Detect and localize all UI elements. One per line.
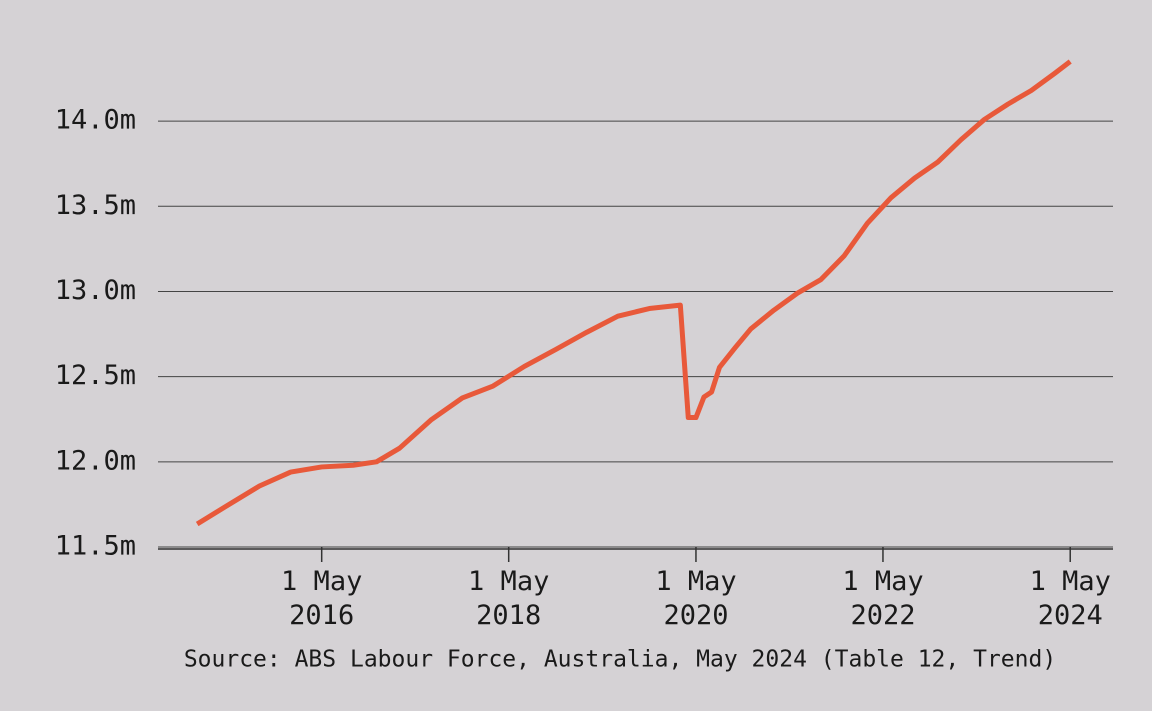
x-tick-label-box: 1 May 2022 [842,566,924,631]
y-tick-label: 12.5m [55,360,136,391]
y-tick-label: 14.0m [55,105,136,136]
x-tick-label: 1 May 2020 [655,566,737,631]
x-tick-label-box: 1 May 2016 [281,566,363,631]
x-tick-label-box: 1 May 2020 [655,566,737,631]
x-tick-label: 1 May 2024 [1029,566,1111,631]
y-tick-label: 11.5m [55,531,136,562]
x-tick-label-box: 1 May 2018 [468,566,550,631]
y-tick-label: 13.0m [55,275,136,306]
x-tick-label: 1 May 2018 [468,566,550,631]
y-tick-label: 13.5m [55,190,136,221]
x-tick-label: 1 May 2022 [842,566,924,631]
x-tick-label: 1 May 2016 [281,566,363,631]
source-note: Source: ABS Labour Force, Australia, May… [184,647,1056,673]
y-tick-label: 12.0m [55,445,136,476]
data-line [195,59,1072,527]
x-tick-label-box: 1 May 2024 [1029,566,1111,631]
